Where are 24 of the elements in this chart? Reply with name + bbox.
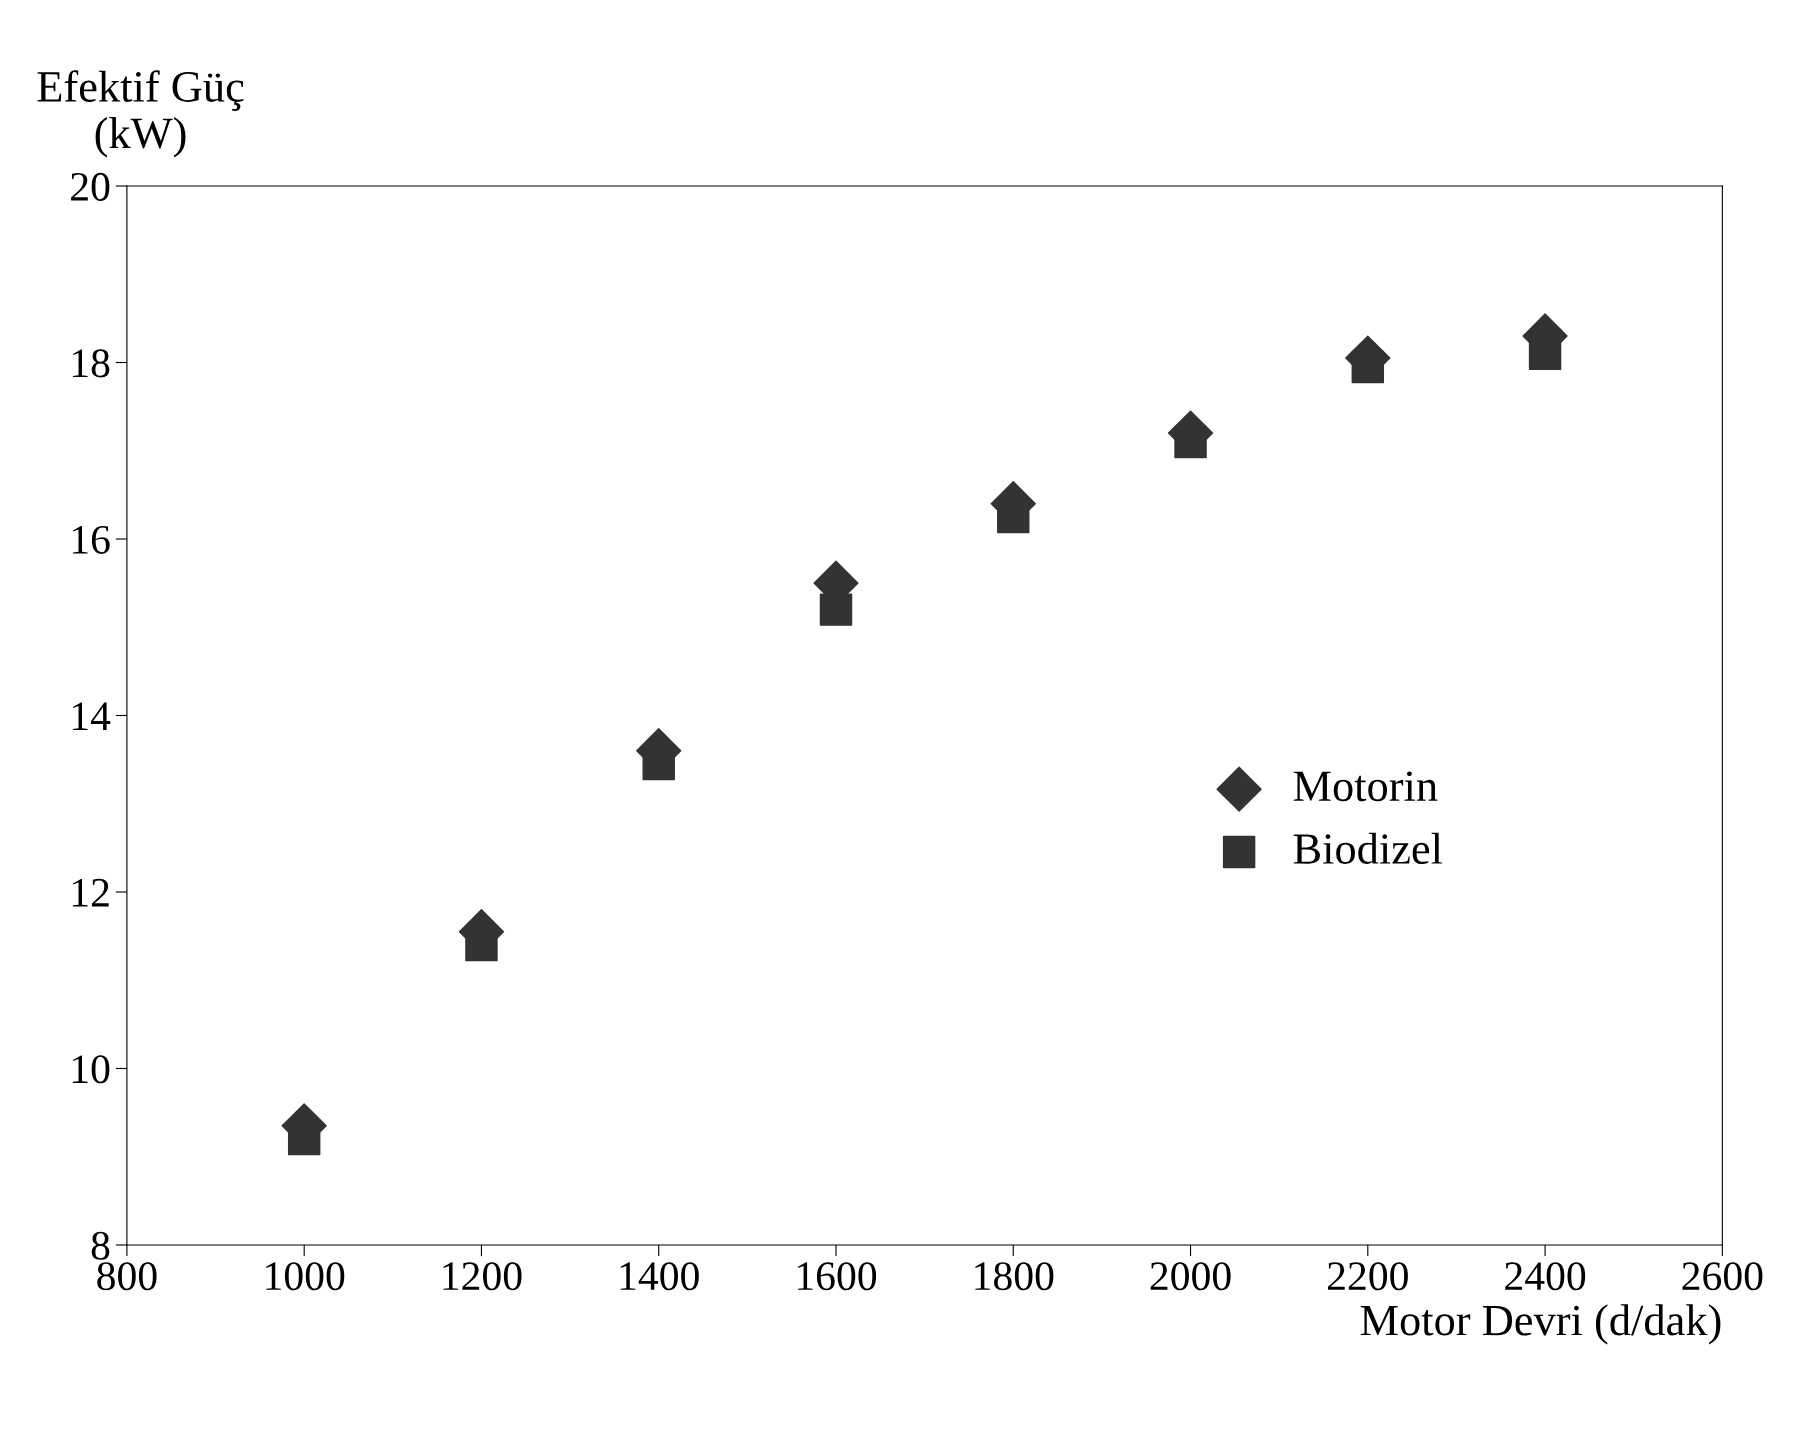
legend-label: Motorin — [1293, 771, 1438, 802]
y-tick-label: 10 — [72, 1055, 110, 1084]
y-tick-label: 12 — [72, 878, 109, 907]
x-tick-label: 2000 — [1150, 1262, 1231, 1291]
x-tick-label: 2600 — [1682, 1262, 1763, 1291]
y-tick-label: 14 — [72, 702, 111, 730]
x-tick-label: 1800 — [975, 1262, 1054, 1291]
point — [819, 593, 853, 626]
legend-label: Biodizel — [1293, 832, 1443, 865]
x-tick-label: 1000 — [266, 1262, 345, 1291]
x-tick-label: 1200 — [443, 1262, 522, 1291]
x-tick-label: 800 — [97, 1262, 157, 1291]
x-tick-label: 2200 — [1327, 1262, 1408, 1291]
x-axis-title: Motor Devri (d/dak) — [1360, 1304, 1721, 1345]
y-tick-label: 18 — [72, 349, 110, 378]
y-tick-label: 8 — [91, 1231, 110, 1260]
x-tick-label: 1400 — [620, 1262, 699, 1291]
y-tick-label: 16 — [72, 525, 110, 554]
y-axis-title: Efektif Güç (kW) — [37, 70, 244, 158]
x-tick-label: 1600 — [797, 1262, 877, 1291]
y-tick-label: 20 — [71, 172, 110, 201]
point — [1351, 350, 1385, 384]
point — [1174, 425, 1207, 459]
x-tick-label: 2400 — [1505, 1262, 1586, 1291]
